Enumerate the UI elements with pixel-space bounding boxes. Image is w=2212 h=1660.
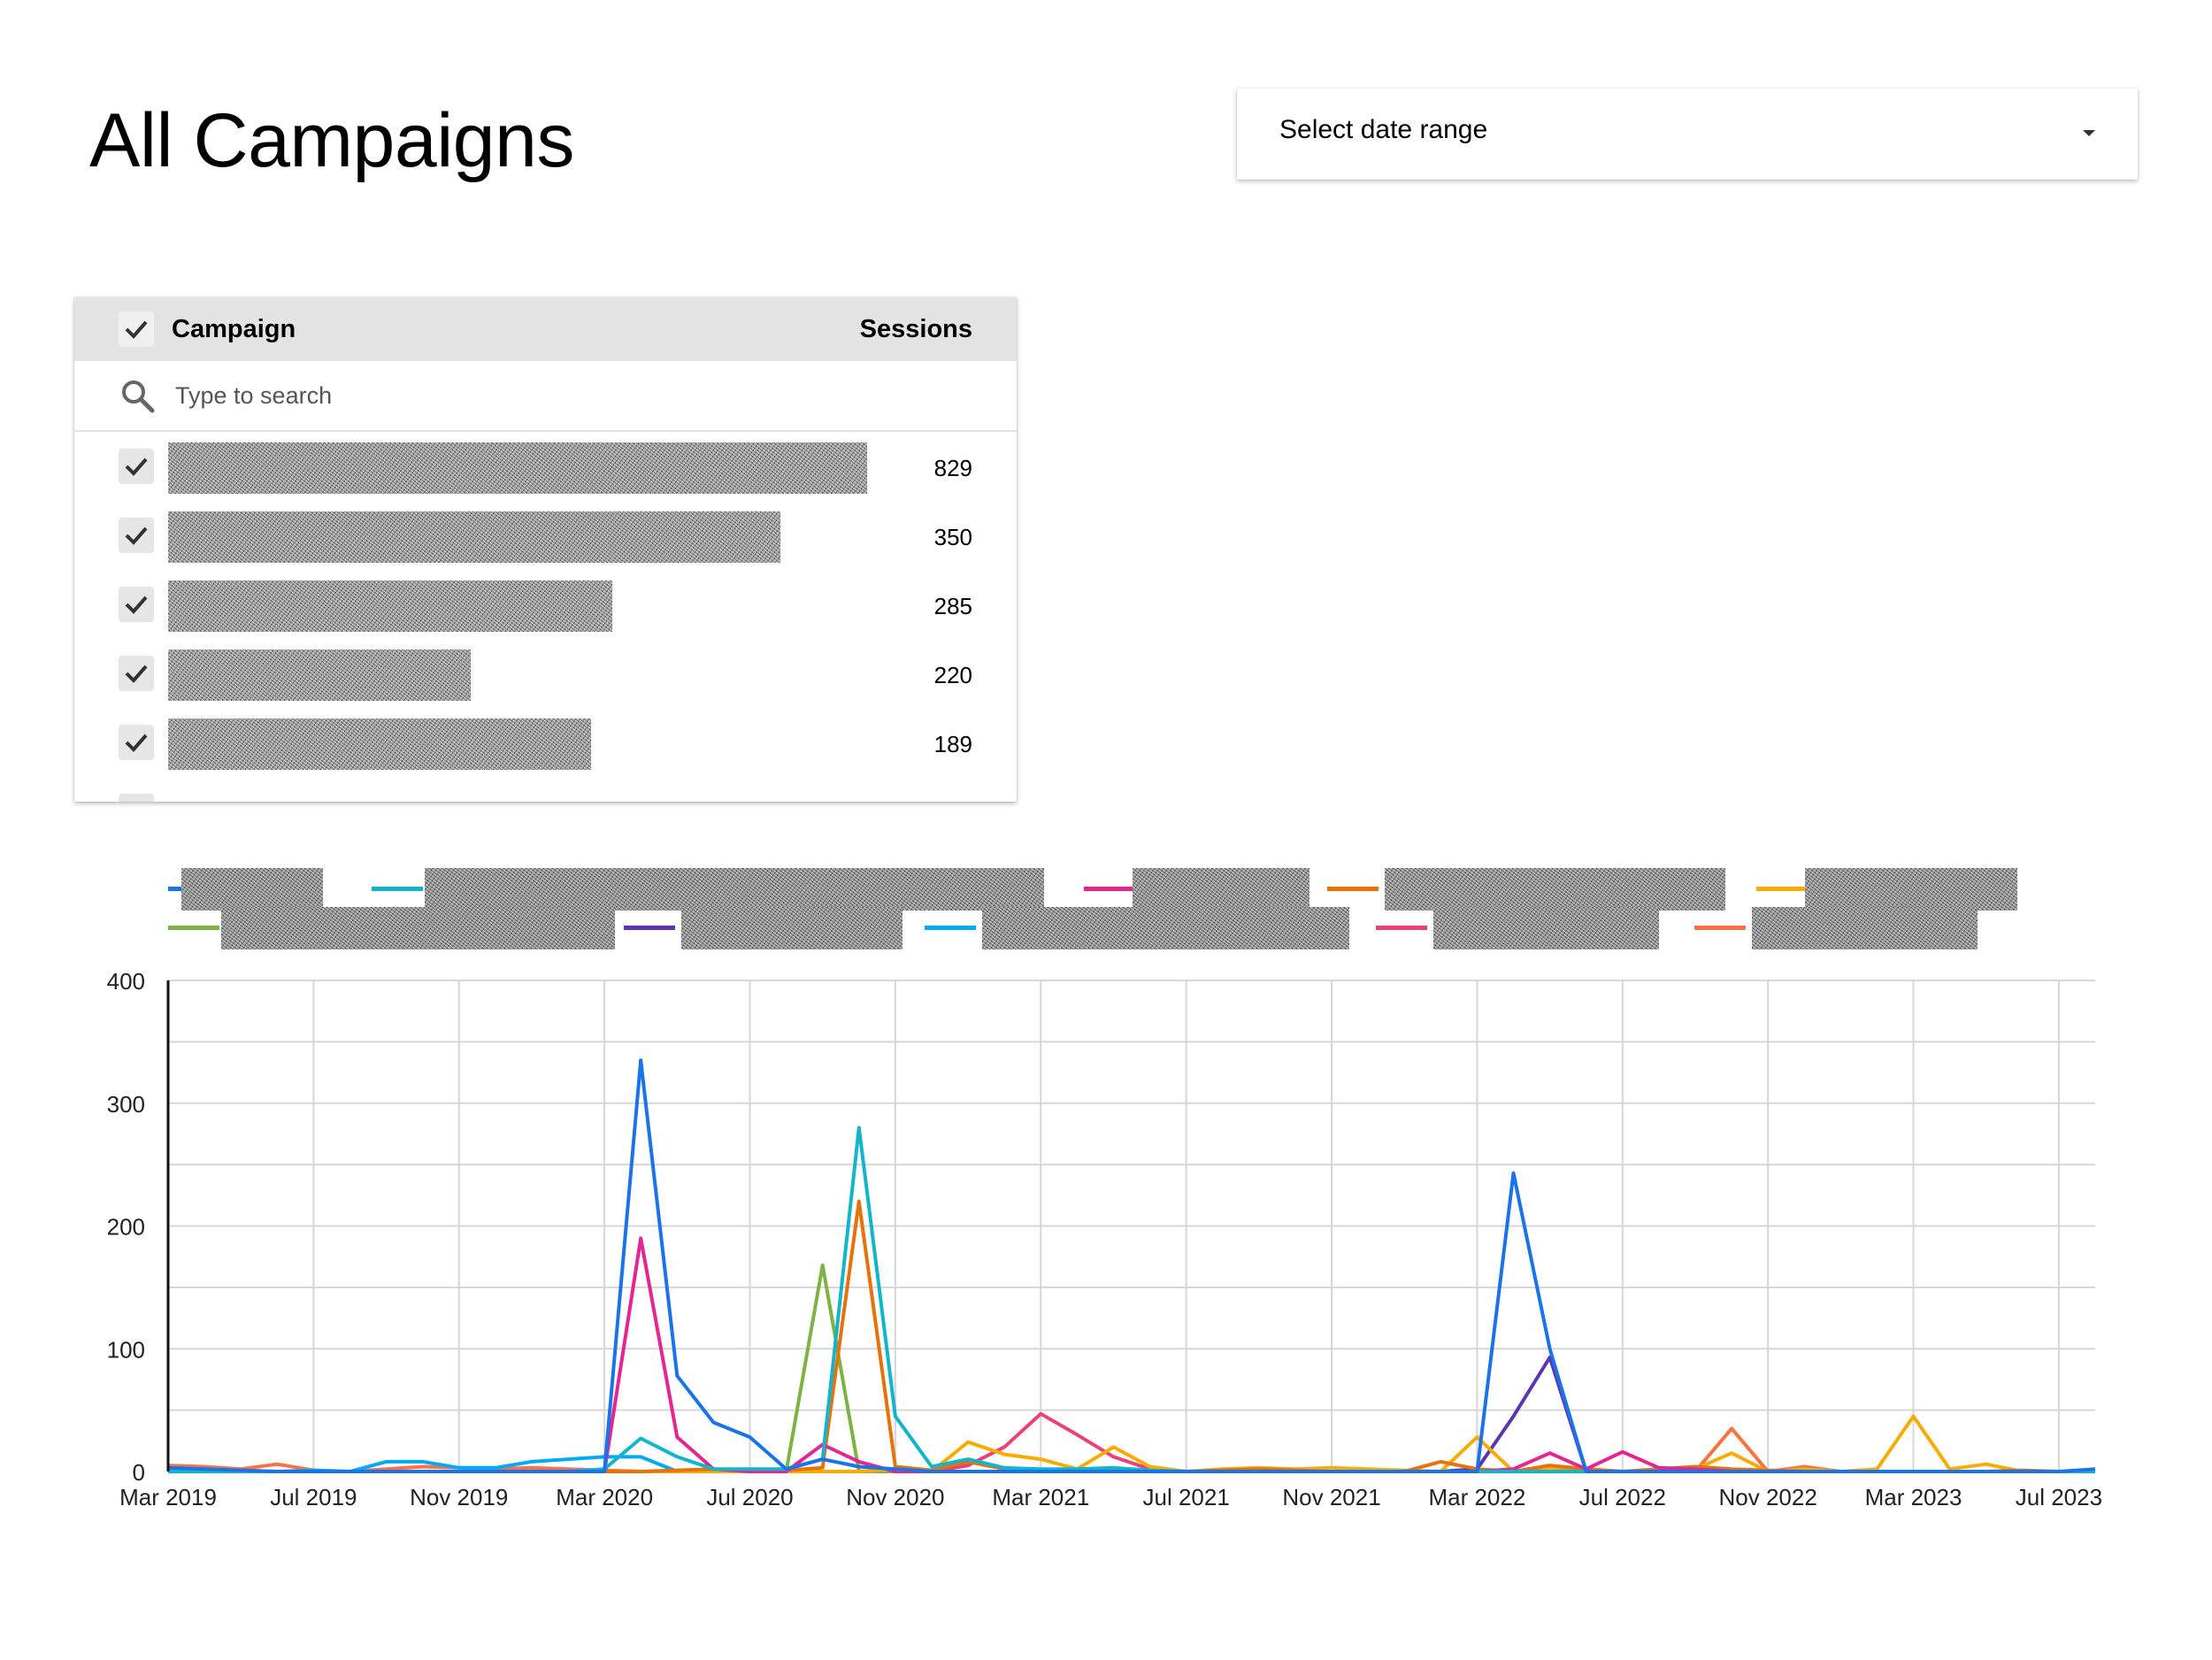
x-tick-label: Nov 2019	[410, 1484, 508, 1510]
legend-swatch[interactable]	[372, 887, 423, 891]
series-line	[168, 1356, 2095, 1473]
redacted-legend-label[interactable]	[982, 907, 1349, 949]
x-tick-label: Jul 2019	[270, 1484, 357, 1510]
x-tick-label: Jul 2021	[1142, 1484, 1229, 1510]
y-tick-label: 100	[107, 1336, 145, 1363]
row-checkbox[interactable]	[119, 449, 154, 484]
campaign-filter-panel: Campaign Sessions 829 350 285 220 189	[74, 297, 1017, 802]
y-tick-label: 0	[133, 1459, 145, 1486]
session-count: 220	[933, 662, 972, 688]
checkmark-icon	[125, 526, 148, 545]
series-line	[168, 1126, 2095, 1473]
legend-swatch[interactable]	[1694, 926, 1746, 930]
session-count: 189	[933, 731, 972, 757]
date-range-label: Select date range	[1279, 115, 1488, 144]
legend-swatch[interactable]	[1327, 887, 1379, 891]
date-range-select[interactable]: Select date range	[1237, 88, 2138, 180]
redacted-campaign-name	[168, 649, 471, 701]
redacted-legend-label[interactable]	[1752, 907, 1978, 949]
checkmark-icon	[125, 596, 148, 614]
campaign-row[interactable]: 350	[74, 501, 1017, 570]
campaign-row[interactable]: 285	[74, 570, 1017, 639]
redacted-legend-label[interactable]	[681, 907, 902, 949]
y-tick-label: 300	[107, 1091, 145, 1118]
session-count: 829	[933, 455, 972, 481]
y-tick-label: 200	[107, 1214, 145, 1241]
redacted-campaign-name	[168, 719, 591, 770]
x-tick-label: Mar 2022	[1428, 1484, 1525, 1510]
page-title: All Campaigns	[89, 98, 574, 183]
redacted-campaign-name	[168, 442, 867, 494]
row-checkbox[interactable]	[119, 518, 154, 553]
legend-swatch[interactable]	[1084, 887, 1135, 891]
dropdown-caret-icon	[2083, 130, 2095, 136]
legend-swatch[interactable]	[1756, 887, 1808, 891]
search-icon	[122, 380, 155, 413]
filter-header: Campaign Sessions	[74, 297, 1017, 361]
redacted-campaign-name	[168, 580, 612, 632]
session-count: 285	[933, 593, 972, 619]
redacted-legend-label[interactable]	[181, 868, 323, 911]
chart-plot: 0 100 200 300 400 Mar 2019 Jul 2019 Nov 2019 Mar…	[107, 968, 2102, 1510]
x-tick-label: Nov 2020	[846, 1484, 944, 1510]
redacted-legend-label[interactable]	[1433, 907, 1659, 949]
legend-swatch[interactable]	[1376, 926, 1427, 930]
x-tick-label: Nov 2022	[1718, 1484, 1816, 1510]
series-line	[167, 1426, 2095, 1473]
redacted-legend-label[interactable]	[1133, 868, 1310, 911]
x-tick-label: Mar 2023	[1865, 1484, 1962, 1510]
series-line	[168, 1199, 2095, 1473]
y-tick-label: 400	[107, 968, 145, 995]
line-chart: 0 100 200 300 400 Mar 2019 Jul 2019 Nov 2019 Mar…	[0, 867, 2212, 1540]
legend-swatch[interactable]	[925, 926, 976, 930]
checkmark-icon	[125, 320, 148, 339]
x-tick-label: Mar 2019	[119, 1484, 217, 1510]
x-tick-label: Mar 2021	[992, 1484, 1089, 1510]
row-checkbox[interactable]	[119, 656, 154, 691]
checkmark-icon	[125, 734, 148, 752]
x-tick-label: Jul 2020	[706, 1484, 793, 1510]
campaign-row[interactable]: 829	[74, 432, 1017, 501]
series-line	[167, 1058, 2096, 1473]
series-line	[168, 1236, 2095, 1473]
column-header-campaign[interactable]: Campaign	[172, 315, 296, 343]
redacted-legend-label[interactable]	[221, 907, 615, 949]
redacted-campaign-name	[168, 511, 780, 563]
campaign-row[interactable]: 189	[74, 708, 1017, 777]
row-checkbox[interactable]	[119, 794, 154, 802]
checkmark-icon	[125, 665, 148, 683]
legend-swatch[interactable]	[168, 926, 219, 930]
x-tick-label: Jul 2023	[2016, 1484, 2102, 1510]
redacted-legend-label[interactable]	[425, 868, 1044, 911]
legend-swatch[interactable]	[624, 926, 675, 930]
search-row	[74, 361, 1017, 432]
row-checkbox[interactable]	[119, 587, 154, 622]
session-count: 350	[933, 524, 972, 550]
campaign-row[interactable]: 220	[74, 639, 1017, 708]
redacted-legend-label[interactable]	[1385, 868, 1725, 911]
checkmark-icon	[125, 457, 148, 476]
x-tick-label: Mar 2020	[556, 1484, 653, 1510]
series-line	[168, 1411, 2095, 1473]
redacted-legend-label[interactable]	[1805, 868, 2017, 911]
column-header-sessions[interactable]: Sessions	[859, 315, 972, 343]
select-all-checkbox[interactable]	[119, 311, 154, 347]
x-tick-label: Jul 2022	[1579, 1484, 1666, 1510]
search-input[interactable]	[173, 379, 885, 412]
series-line	[168, 1263, 2095, 1473]
row-checkbox[interactable]	[119, 725, 154, 760]
x-tick-label: Nov 2021	[1282, 1484, 1380, 1510]
